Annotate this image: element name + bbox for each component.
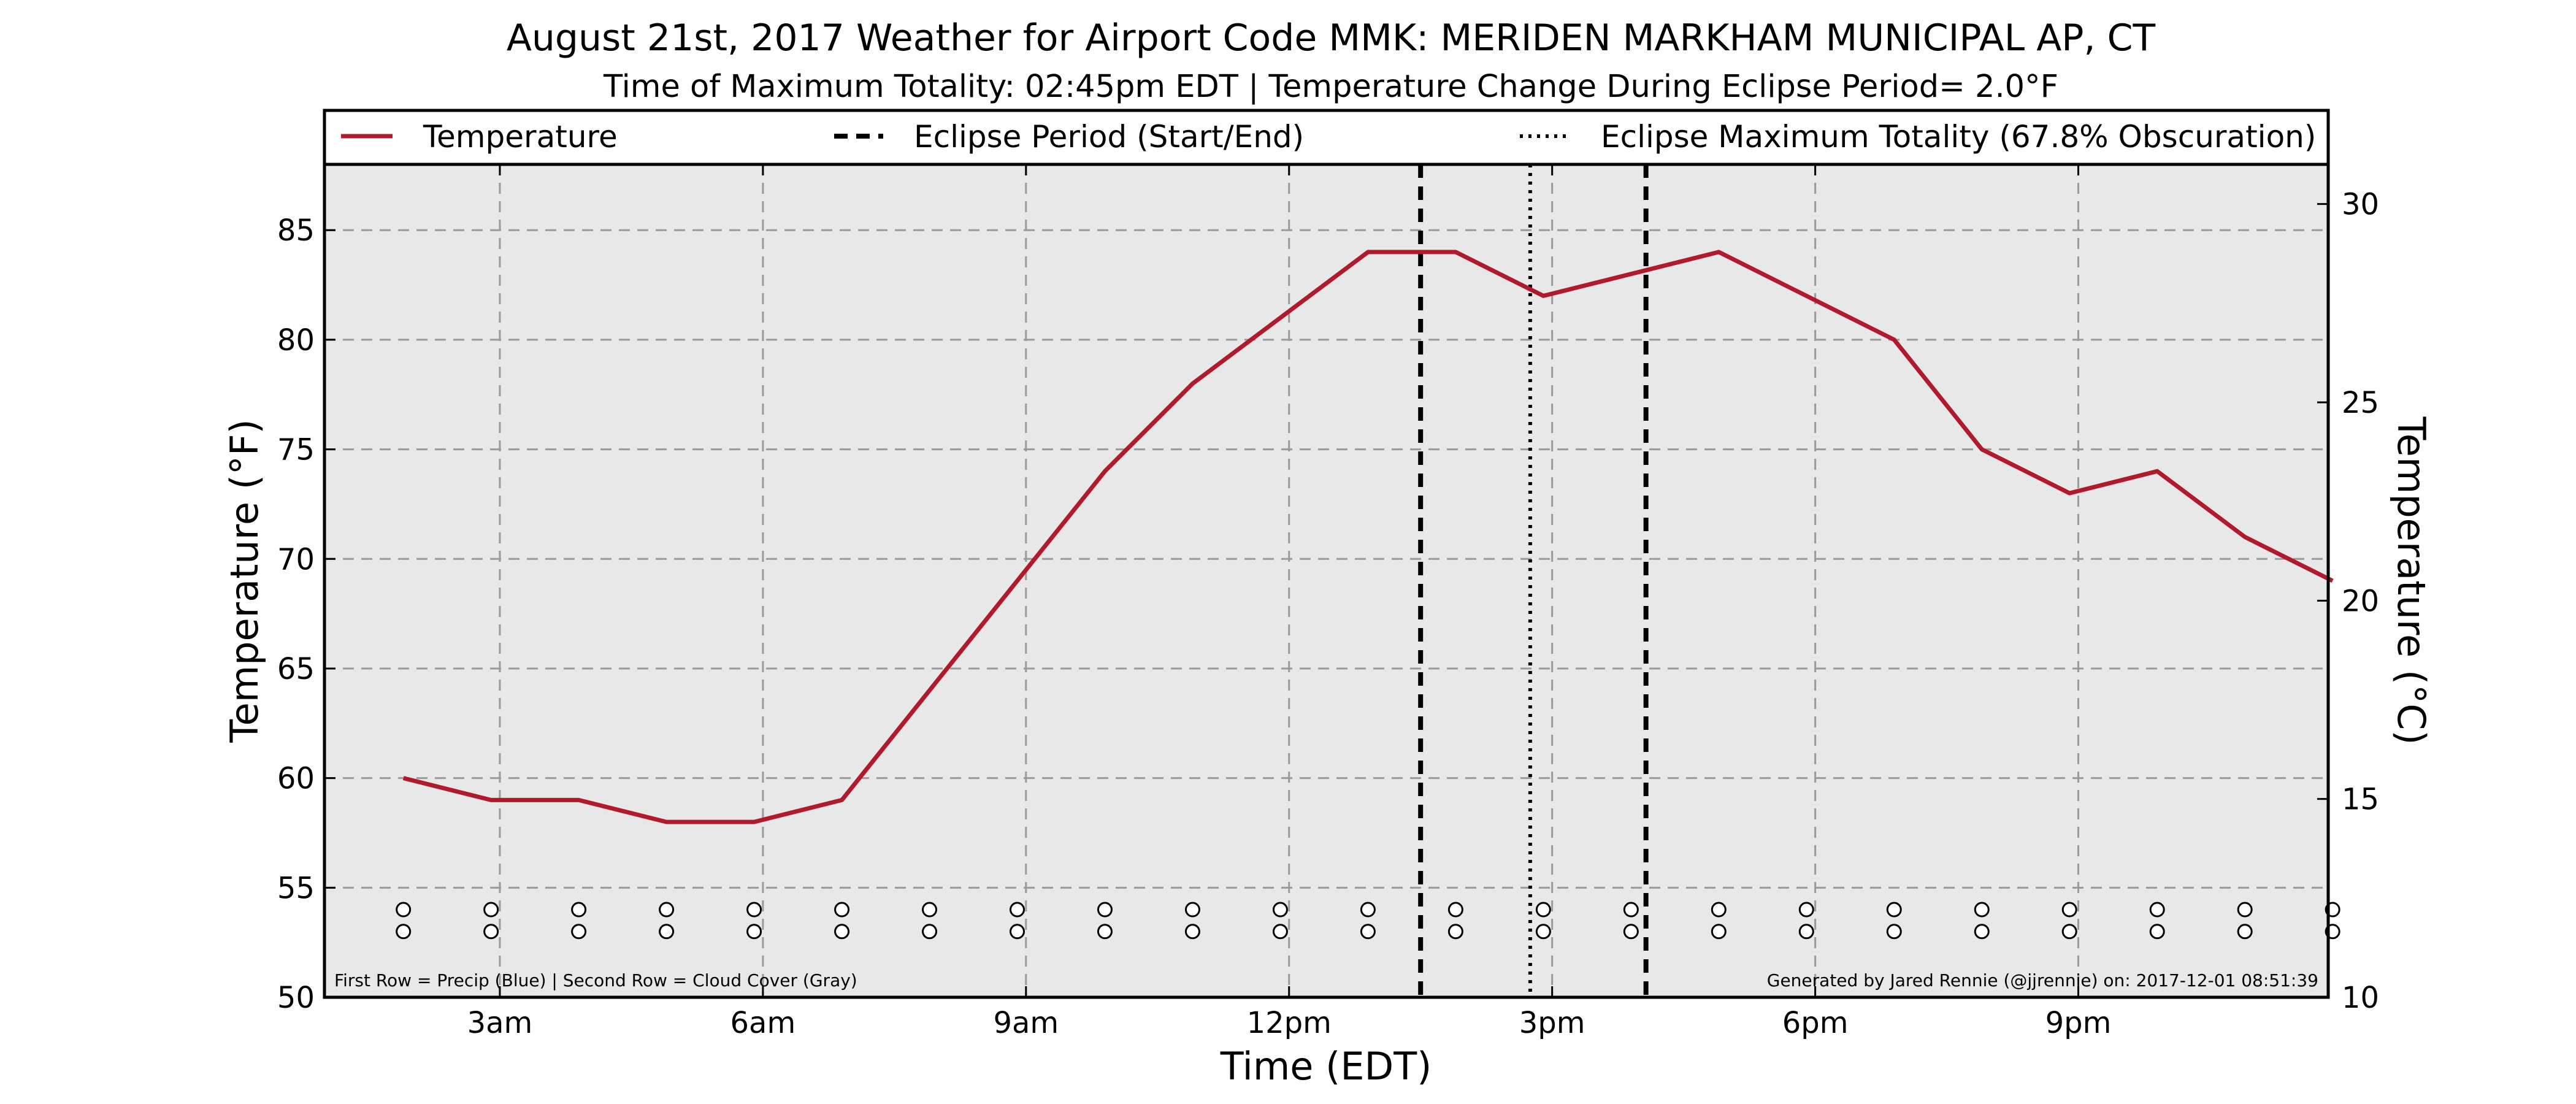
- cloud-marker: [2237, 924, 2253, 940]
- y2-tick-label: 10: [2342, 981, 2379, 1015]
- cloud-marker: [1886, 924, 1902, 940]
- cloud-marker: [1974, 924, 1990, 940]
- cloud-marker: [1798, 924, 1814, 940]
- precip-marker: [1360, 902, 1376, 918]
- precip-marker: [1097, 902, 1113, 918]
- chart-subtitle: Time of Maximum Totality: 02:45pm EDT | …: [603, 69, 2058, 105]
- cloud-marker: [2149, 924, 2165, 940]
- cloud-marker: [1360, 924, 1376, 940]
- precip-marker: [1184, 902, 1200, 918]
- y-tick-label: 60: [277, 762, 315, 796]
- cloud-marker: [1010, 924, 1025, 940]
- cloud-marker: [1711, 924, 1727, 940]
- precip-marker: [571, 902, 587, 918]
- cloud-marker: [922, 924, 938, 940]
- series-layer: [402, 250, 2334, 824]
- precip-marker: [1798, 902, 1814, 918]
- precip-marker: [396, 902, 412, 918]
- x-tick-label: 6am: [730, 1006, 796, 1040]
- y2-tick-label: 30: [2342, 188, 2379, 222]
- x-tick-label: 3am: [467, 1006, 533, 1040]
- precip-marker: [1447, 902, 1463, 918]
- eclipse-lines: [1418, 164, 1649, 997]
- precip-marker: [1623, 902, 1639, 918]
- y-tick-label: 55: [277, 871, 315, 905]
- plot-area: [324, 164, 2328, 997]
- precip-marker: [2061, 902, 2077, 918]
- cloud-marker: [571, 924, 587, 940]
- cloud-marker: [1097, 924, 1113, 940]
- precip-marker: [834, 902, 850, 918]
- x-tick-label: 3pm: [1519, 1006, 1585, 1040]
- precip-marker: [1711, 902, 1727, 918]
- cloud-marker: [1623, 924, 1639, 940]
- x-tick-label: 6pm: [1782, 1006, 1849, 1040]
- grid-lines: [324, 164, 2328, 997]
- precip-marker: [2149, 902, 2165, 918]
- cloud-marker: [746, 924, 762, 940]
- legend-eclipse-max-label: Eclipse Maximum Totality (67.8% Obscurat…: [1601, 119, 2316, 155]
- precip-marker: [483, 902, 499, 918]
- y-axis-label: Temperature (°F): [222, 419, 267, 743]
- cloud-marker: [1447, 924, 1463, 940]
- precip-marker: [2237, 902, 2253, 918]
- footnote-right: Generated by Jared Rennie (@jjrennie) on…: [1767, 970, 2318, 991]
- legend-temperature-label: Temperature: [423, 119, 618, 155]
- precip-marker: [1272, 902, 1288, 918]
- precip-marker: [1886, 902, 1902, 918]
- x-tick-label: 9am: [993, 1006, 1059, 1040]
- cloud-marker: [2061, 924, 2077, 940]
- y-tick-label: 85: [277, 213, 315, 248]
- y-tick-label: 80: [277, 323, 315, 358]
- x-axis-label: Time (EDT): [1220, 1044, 1432, 1089]
- cloud-marker: [1184, 924, 1200, 940]
- x-tick-label: 9pm: [2045, 1006, 2112, 1040]
- precip-marker: [922, 902, 938, 918]
- y-tick-label: 65: [277, 652, 315, 686]
- cloud-marker: [396, 924, 412, 940]
- precip-marker: [659, 902, 675, 918]
- y2-axis-label: Temperature (°C): [2389, 416, 2434, 745]
- chart-title: August 21st, 2017 Weather for Airport Co…: [507, 17, 2156, 59]
- cloud-marker: [659, 924, 675, 940]
- y2-tick-label: 20: [2342, 584, 2379, 618]
- precip-marker: [1535, 902, 1551, 918]
- temperature-series-line: [402, 250, 2334, 824]
- legend-box: [323, 109, 2330, 166]
- cloud-marker: [834, 924, 850, 940]
- y-tick-label: 70: [277, 542, 315, 577]
- precip-marker: [1010, 902, 1025, 918]
- precip-marker: [1974, 902, 1990, 918]
- y2-tick-label: 15: [2342, 783, 2379, 817]
- legend-eclipse-period-label: Eclipse Period (Start/End): [914, 119, 1304, 155]
- y2-tick-label: 25: [2342, 386, 2379, 420]
- precip-marker: [746, 902, 762, 918]
- axis-ticks: 3am 6am 9am 12pm 3pm 6pm 9pm 50 55 60 65 70 75 80 85 10…: [277, 164, 2379, 1040]
- cloud-marker: [1535, 924, 1551, 940]
- plot-frame: [323, 163, 2330, 999]
- cloud-marker: [1272, 924, 1288, 940]
- cloud-marker: [483, 924, 499, 940]
- y-tick-label: 50: [277, 981, 315, 1015]
- x-tick-label: 12pm: [1247, 1006, 1332, 1040]
- y-tick-label: 75: [277, 433, 315, 467]
- footnote-left: First Row = Precip (Blue) | Second Row =…: [334, 970, 857, 991]
